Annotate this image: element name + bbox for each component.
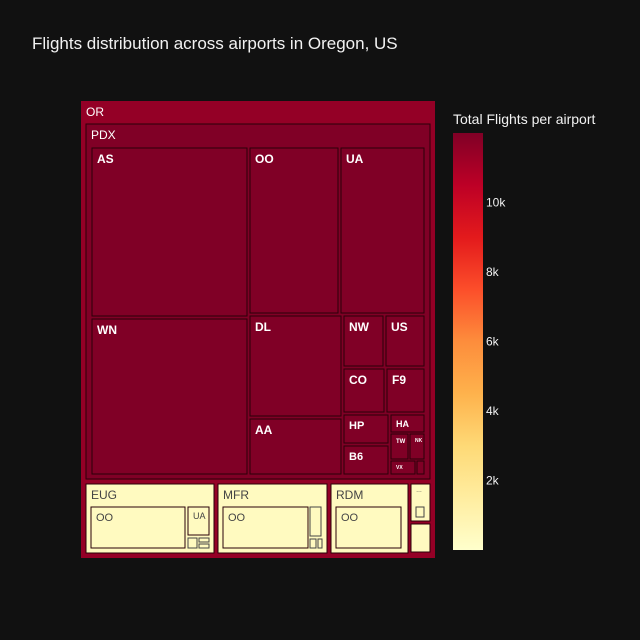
tile-label-pdx-us: US — [391, 320, 408, 334]
tile-pdx-wn[interactable] — [91, 318, 248, 475]
tile-label-pdx-hp: HP — [349, 420, 364, 432]
tile-small-1[interactable] — [198, 537, 210, 543]
tile-pdx-us[interactable] — [385, 315, 425, 367]
tile-small-2[interactable] — [198, 543, 210, 549]
tile-eug-oo[interactable] — [90, 506, 186, 549]
tile-mfr-oo[interactable] — [222, 506, 309, 549]
colorbar-tick-4k: 4k — [486, 404, 500, 418]
tile-label-pdx-wn: WN — [97, 323, 117, 337]
colorbar-tick-10k: 10k — [486, 196, 506, 210]
colorbar-tick-8k: 8k — [486, 265, 500, 279]
chart-title: Flights distribution across airports in … — [32, 34, 398, 53]
colorbar — [453, 133, 483, 550]
tile-pdx-aa[interactable] — [249, 418, 342, 475]
tile-label-pdx-dl: DL — [255, 320, 271, 334]
tile-label-rdm: RDM — [336, 488, 363, 502]
tile-pdx-nk[interactable] — [409, 433, 425, 460]
tile-label-pdx-tw: TW — [396, 439, 406, 445]
tile-label-pdx-ha: HA — [396, 419, 409, 429]
tile-pdx-ha[interactable] — [390, 414, 425, 433]
tile-oth2[interactable] — [410, 523, 431, 553]
tile-pdx-as[interactable] — [91, 147, 248, 317]
tile-label-pdx-nw: NW — [349, 320, 370, 334]
tile-label-rdm-oo: OO — [341, 512, 359, 524]
tile-small-0[interactable] — [187, 537, 198, 549]
tile-pdx-hp[interactable] — [343, 414, 389, 444]
tile-small-4[interactable] — [309, 538, 317, 549]
tile-label-pdx-aa: AA — [255, 423, 273, 437]
tile-label-pdx: PDX — [91, 128, 116, 142]
tile-pdx-dl[interactable] — [249, 315, 342, 417]
tile-label-pdx-nk: NK — [415, 438, 423, 444]
tile-label-pdx-f9: F9 — [392, 373, 406, 387]
tile-pdx-ua[interactable] — [340, 147, 425, 314]
tile-pdx-oo[interactable] — [249, 147, 339, 314]
colorbar-tick-2k: 2k — [486, 474, 500, 488]
tile-pdx-small[interactable] — [416, 460, 425, 475]
tile-label-pdx-vx: VX — [396, 465, 403, 471]
tile-label-mfr-oo: OO — [228, 512, 246, 524]
tile-pdx-co[interactable] — [343, 368, 385, 413]
colorbar-title: Total Flights per airport — [453, 111, 596, 127]
tile-label-pdx-oo: OO — [255, 152, 274, 166]
tile-label-eug-oo: OO — [96, 512, 114, 524]
tile-label-eug: EUG — [91, 488, 117, 502]
tile-pdx-tw[interactable] — [390, 433, 409, 460]
tile-label-pdx-co: CO — [349, 373, 367, 387]
tile-small-5[interactable] — [317, 538, 323, 549]
tile-pdx-vx[interactable] — [390, 460, 416, 475]
tile-eug-ua[interactable] — [187, 506, 210, 536]
tile-pdx-b6[interactable] — [343, 445, 389, 475]
tile-small-6[interactable] — [415, 506, 425, 518]
tile-rdm-oo[interactable] — [335, 506, 402, 549]
tile-label-mfr: MFR — [223, 488, 249, 502]
tile-label-eug-ua: UA — [193, 511, 206, 521]
tile-pdx-f9[interactable] — [386, 368, 425, 413]
colorbar-tick-6k: 6k — [486, 335, 500, 349]
tile-small-3[interactable] — [309, 506, 322, 537]
tile-label-pdx-b6: B6 — [349, 451, 363, 463]
tile-label-or: OR — [86, 105, 104, 119]
tile-pdx-nw[interactable] — [343, 315, 384, 367]
tile-label-pdx-ua: UA — [346, 152, 364, 166]
tile-label-pdx-as: AS — [97, 152, 114, 166]
tile-ellipsis: … — [416, 488, 422, 494]
